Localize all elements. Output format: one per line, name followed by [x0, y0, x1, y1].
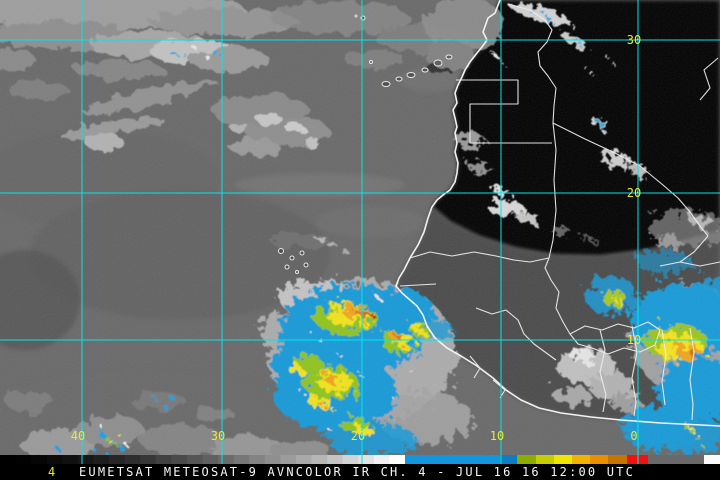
sensor-grain-overlay	[0, 0, 720, 455]
colorbar-gray-step	[31, 455, 48, 464]
channel-index-label: 4	[48, 465, 58, 479]
colorbar-gray-step	[155, 455, 172, 464]
latitude-label: 30	[627, 33, 641, 47]
colorbar-gray-step	[124, 455, 141, 464]
colorbar-segment	[536, 455, 554, 464]
colorbar-gray-step	[109, 455, 126, 464]
longitude-label: 30	[211, 429, 225, 443]
colorbar-gray-step	[140, 455, 157, 464]
caption-bar: 4 EUMETSAT METEOSAT-9 AVNCOLOR IR CH. 4 …	[0, 464, 720, 480]
caption-text: EUMETSAT METEOSAT-9 AVNCOLOR IR CH. 4 - …	[79, 465, 636, 479]
colorbar-gray-step	[264, 455, 281, 464]
latlon-grid: 40 30 20 10 0 30 20 10	[0, 0, 720, 464]
colorbar-gray-step	[342, 455, 359, 464]
colorbar-gray-step	[15, 455, 32, 464]
colorbar-gray-step	[358, 455, 375, 464]
colorbar-segment	[648, 455, 704, 464]
longitude-label: 0	[630, 429, 637, 443]
colorbar-gray-step	[389, 455, 406, 464]
colorbar-gray-step	[0, 455, 17, 464]
colorbar-gray-step	[327, 455, 344, 464]
colorbar-segment	[554, 455, 572, 464]
colorbar-gray-step	[311, 455, 328, 464]
colorbar-segment	[500, 455, 517, 464]
colorbar-segment	[608, 455, 627, 464]
colorbar-gray-step	[77, 455, 94, 464]
country-borders	[399, 3, 720, 421]
latitude-label: 20	[627, 186, 641, 200]
colorbar-segment	[517, 455, 536, 464]
colorbar-gray-step	[233, 455, 250, 464]
colorbar-gray-step	[46, 455, 63, 464]
coastline-path	[395, 0, 720, 427]
colorbar-gray-step	[218, 455, 235, 464]
colorbar-gray-step	[202, 455, 219, 464]
colorbar-segment	[572, 455, 590, 464]
longitude-label: 20	[351, 429, 365, 443]
colorbar-gray-step	[249, 455, 266, 464]
longitude-label: 40	[71, 429, 85, 443]
satellite-scene: 40 30 20 10 0 30 20 10	[0, 0, 720, 464]
colorbar-gray-step	[93, 455, 110, 464]
latitude-label: 10	[627, 333, 641, 347]
colorbar-gray-step	[62, 455, 79, 464]
colorbar-gray-step	[186, 455, 203, 464]
colorbar-segment	[704, 455, 720, 464]
colorbar-gray-step	[280, 455, 297, 464]
colorbar-segment	[590, 455, 608, 464]
ir-enhancement-colorbar	[0, 455, 720, 464]
longitude-label: 10	[490, 429, 504, 443]
colorbar-gray-step	[171, 455, 188, 464]
colorbar-gray-step	[373, 455, 390, 464]
colorbar-gray-step	[295, 455, 313, 464]
colorbar-segment	[405, 455, 500, 464]
